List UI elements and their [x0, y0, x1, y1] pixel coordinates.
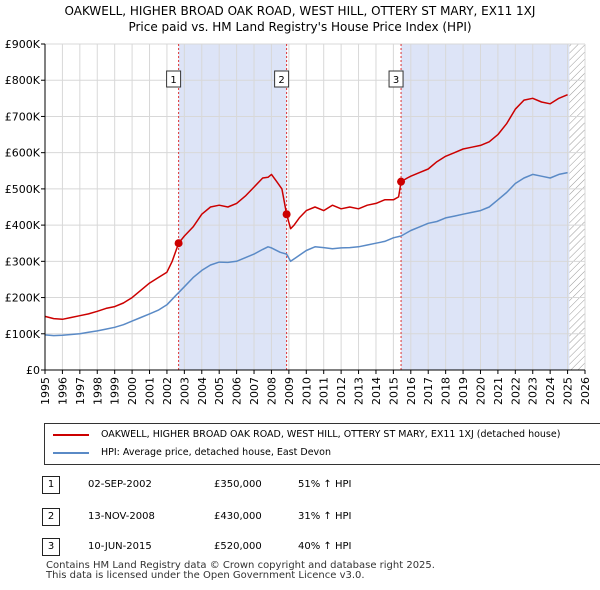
shaded-period — [401, 44, 570, 370]
legend-swatch-property — [53, 433, 89, 436]
chart-title: OAKWELL, HIGHER BROAD OAK ROAD, WEST HIL… — [64, 4, 536, 18]
sale-label-box — [166, 70, 182, 88]
x-tick-label: 1996 — [56, 377, 69, 405]
shaded-period — [178, 44, 287, 370]
x-tick-label: 2019 — [457, 377, 470, 405]
x-tick-label: 2013 — [353, 377, 366, 405]
legend: OAKWELL, HIGHER BROAD OAK ROAD, WEST HIL… — [44, 423, 600, 465]
legend-item-hpi: HPI: Average price, detached house, East… — [53, 445, 331, 461]
sale-point — [397, 177, 406, 186]
x-tick-label: 2009 — [283, 377, 296, 405]
x-tick-label: 2022 — [509, 377, 522, 405]
sale-label: 1 — [170, 75, 176, 86]
footer-copyright: Contains HM Land Registry data © Crown c… — [46, 560, 435, 571]
y-tick-label: £100K — [5, 328, 41, 341]
sale-point — [282, 210, 291, 219]
x-tick-label: 1995 — [39, 377, 52, 405]
sale-label-box — [274, 70, 290, 88]
x-tick-label: 2004 — [196, 377, 209, 405]
y-tick-label: £0 — [26, 364, 40, 377]
x-tick-label: 1999 — [109, 377, 122, 405]
sale-date: 02-SEP-2002 — [88, 479, 152, 490]
x-tick-label: 1997 — [74, 377, 87, 405]
sale-number-badge: 2 — [42, 508, 60, 526]
y-tick-label: £700K — [5, 110, 41, 123]
x-tick-label: 2012 — [335, 377, 348, 405]
sale-hpi-change: 40% ↑ HPI — [298, 541, 352, 552]
y-tick-label: £800K — [5, 74, 41, 87]
footer-licence: This data is licensed under the Open Gov… — [46, 570, 365, 581]
x-tick-label: 1998 — [91, 377, 104, 405]
y-tick-label: £400K — [5, 219, 41, 232]
x-tick-label: 2011 — [318, 377, 331, 405]
y-tick-label: £600K — [5, 147, 41, 160]
legend-swatch-hpi — [53, 451, 89, 454]
y-tick-label: £300K — [5, 255, 41, 268]
hpi-line — [44, 171, 568, 337]
x-tick-label: 2010 — [300, 377, 313, 405]
forecast-hatch — [569, 44, 585, 370]
x-tick-label: 2020 — [474, 377, 487, 405]
legend-item-property: OAKWELL, HIGHER BROAD OAK ROAD, WEST HIL… — [53, 427, 560, 443]
sale-hpi-change: 31% ↑ HPI — [298, 511, 352, 522]
sale-hpi-change: 51% ↑ HPI — [298, 479, 352, 490]
sale-label-box — [388, 70, 404, 88]
x-tick-label: 2025 — [562, 377, 575, 405]
legend-label-hpi: HPI: Average price, detached house, East… — [101, 447, 331, 458]
x-tick-label: 2021 — [492, 377, 505, 405]
x-tick-label: 2024 — [544, 377, 557, 405]
x-tick-label: 2014 — [370, 377, 383, 405]
x-tick-label: 2026 — [579, 377, 592, 405]
x-tick-label: 2023 — [527, 377, 540, 405]
property-price-line — [44, 94, 568, 321]
sale-price: £430,000 — [214, 511, 262, 522]
sale-row: 1 02-SEP-2002 £350,000 51% ↑ HPI — [0, 474, 600, 496]
legend-label-property: OAKWELL, HIGHER BROAD OAK ROAD, WEST HIL… — [101, 429, 561, 440]
x-tick-label: 2002 — [161, 377, 174, 405]
x-tick-label: 2007 — [248, 377, 261, 405]
sale-date: 13-NOV-2008 — [88, 511, 155, 522]
sale-label: 3 — [393, 75, 399, 86]
sale-point — [174, 239, 183, 248]
x-tick-label: 2008 — [265, 377, 278, 405]
sale-number-badge: 3 — [42, 538, 60, 556]
price-chart: 1 2 3 £0 £100K £200K £300K £400K £500K £600K £700… — [5, 38, 592, 405]
sale-label: 2 — [278, 75, 284, 86]
chart-subtitle: Price paid vs. HM Land Registry's House … — [128, 20, 472, 34]
x-tick-label: 2006 — [231, 377, 244, 405]
x-tick-label: 2016 — [405, 377, 418, 405]
sale-price: £520,000 — [214, 541, 262, 552]
x-tick-label: 2005 — [213, 377, 226, 405]
y-tick-label: £900K — [5, 38, 41, 51]
y-tick-label: £500K — [5, 183, 41, 196]
y-tick-label: £200K — [5, 292, 41, 305]
sale-price: £350,000 — [214, 479, 262, 490]
x-tick-label: 2015 — [387, 377, 400, 405]
x-tick-label: 2001 — [144, 377, 157, 405]
x-tick-label: 2018 — [440, 377, 453, 405]
sale-row: 2 13-NOV-2008 £430,000 31% ↑ HPI — [0, 506, 600, 528]
x-tick-label: 2017 — [422, 377, 435, 405]
sale-row: 3 10-JUN-2015 £520,000 40% ↑ HPI — [0, 536, 600, 558]
x-tick-label: 2003 — [178, 377, 191, 405]
x-tick-label: 2000 — [126, 377, 139, 405]
sale-date: 10-JUN-2015 — [88, 541, 152, 552]
sale-number-badge: 1 — [42, 476, 60, 494]
